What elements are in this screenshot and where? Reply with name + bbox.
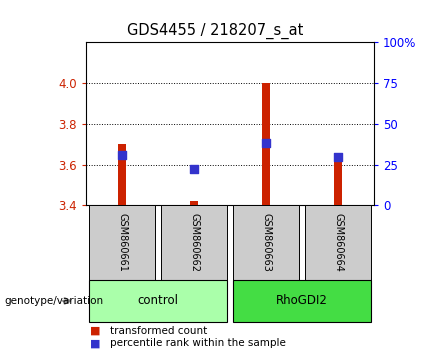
Point (335, 154, 341, 160)
Text: percentile rank within the sample: percentile rank within the sample (110, 338, 286, 348)
Bar (233, 280, 371, 322)
Text: ■: ■ (90, 338, 101, 348)
Text: genotype/variation: genotype/variation (4, 296, 104, 306)
Point (119, 153, 126, 158)
Bar (262, 83, 270, 205)
Bar (335, 154, 342, 205)
Text: GDS4455 / 218207_s_at: GDS4455 / 218207_s_at (127, 23, 303, 39)
Text: RhoGDI2: RhoGDI2 (276, 295, 328, 307)
Text: control: control (138, 295, 178, 307)
Bar (190, 201, 198, 205)
Text: GSM860661: GSM860661 (117, 213, 127, 272)
Text: transformed count: transformed count (110, 326, 207, 336)
Bar (233, 205, 299, 280)
Text: ■: ■ (90, 326, 101, 336)
Bar (118, 144, 126, 205)
Text: GSM860664: GSM860664 (333, 213, 343, 272)
Point (190, 166, 197, 172)
Bar (89, 280, 227, 322)
Text: GSM860663: GSM860663 (261, 213, 271, 272)
Bar (161, 205, 227, 280)
Text: GSM860662: GSM860662 (189, 213, 199, 272)
Point (263, 141, 270, 146)
Bar (305, 205, 371, 280)
Bar (89, 205, 155, 280)
